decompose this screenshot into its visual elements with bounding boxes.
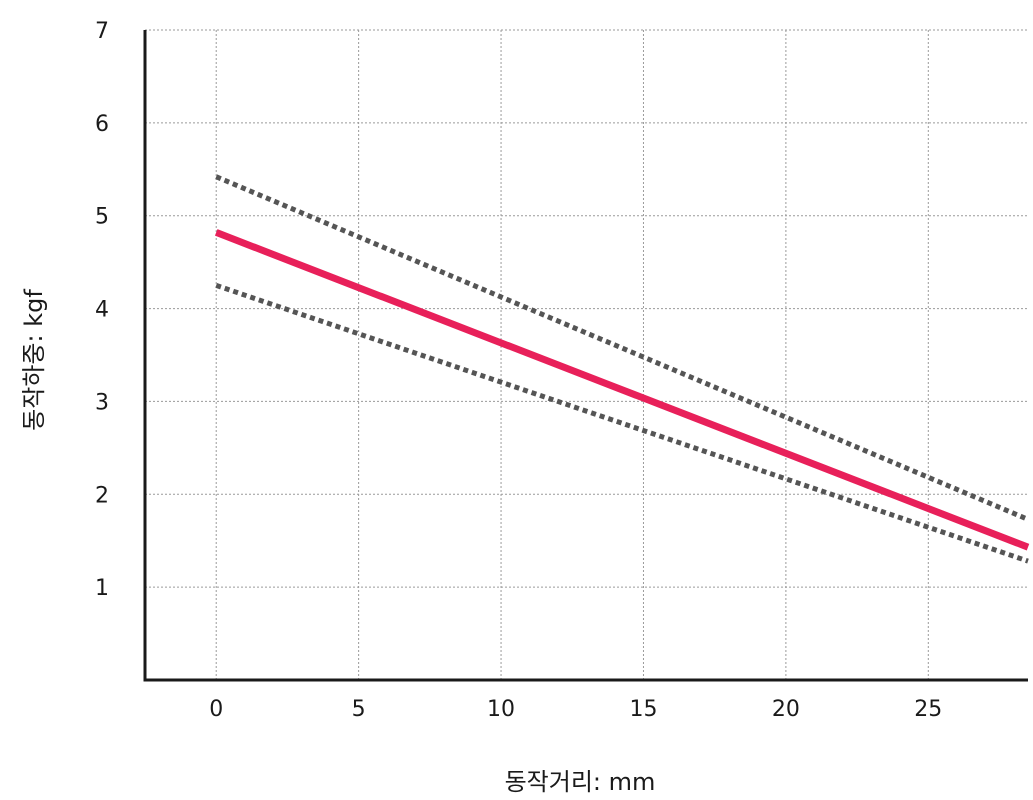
- x-tick-label: 5: [352, 697, 366, 722]
- x-tick-label: 10: [487, 697, 515, 722]
- series-line-bound-2: [216, 285, 1028, 561]
- y-tick-label: 1: [95, 576, 109, 601]
- x-tick-label: 15: [629, 697, 657, 722]
- y-tick-label: 3: [95, 390, 109, 415]
- x-tick-label: 20: [772, 697, 800, 722]
- x-tick-label: 25: [914, 697, 942, 722]
- x-tick-label: 0: [209, 697, 223, 722]
- y-tick-label: 2: [95, 483, 109, 508]
- series-line-main: [216, 232, 1028, 547]
- axes: [144, 30, 1029, 680]
- y-tick-label: 4: [95, 298, 109, 323]
- x-axis-title: 동작거리: mm: [505, 768, 656, 796]
- y-axis-title: 동작하중: kgf: [20, 289, 48, 431]
- x-tick-labels: 0 5 10 15 20 25: [209, 697, 942, 722]
- plot-series: [216, 177, 1028, 561]
- y-tick-labels: 1 2 3 4 5 6 7: [95, 19, 109, 601]
- y-tick-label: 7: [95, 19, 109, 44]
- series-line-bound-1: [216, 177, 1028, 520]
- y-tick-label: 5: [95, 205, 109, 230]
- y-tick-label: 6: [95, 112, 109, 137]
- grid: [145, 30, 1028, 680]
